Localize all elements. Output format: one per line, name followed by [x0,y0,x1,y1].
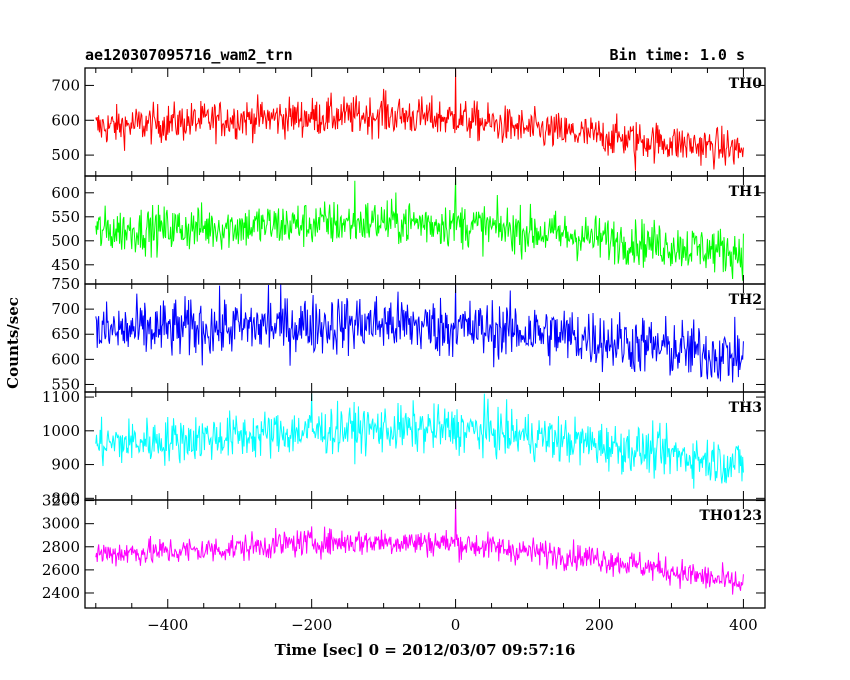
x-axis-label: Time [sec] 0 = 2012/03/07 09:57:16 [275,641,576,659]
y-tick-label: 550 [51,208,80,226]
chart-title-left: ae120307095716_wam2_trn [85,46,293,64]
series-line-th0123 [95,500,744,595]
y-axis-label: Counts/sec [4,297,22,389]
panel-label-th3: TH3 [729,400,762,416]
x-tick-label: 200 [585,616,614,634]
y-tick-label: 1100 [42,388,80,406]
y-tick-label: 750 [51,275,80,293]
panel-frame [84,499,766,609]
y-tick-label: 600 [51,350,80,368]
y-tick-label: 2600 [42,561,80,579]
y-tick-label: 2800 [42,538,80,556]
x-tick-label: 0 [451,616,461,634]
panel-th2: 550 600 650 700 750 TH2 [51,275,766,393]
panel-th0123: 2400 2600 2800 3000 3200 TH0123 [42,492,766,609]
y-tick-label: 700 [51,300,80,318]
y-tick-label: 2400 [42,584,80,602]
chart-title-right: Bin time: 1.0 s [610,46,745,64]
y-tick-label: 650 [51,325,80,343]
y-tick-label: 450 [51,256,80,274]
y-tick-label: 700 [51,76,80,94]
panel-label-th0: TH0 [729,76,763,92]
y-tick-label: 1000 [42,422,80,440]
y-tick-label: 900 [51,456,80,474]
panel-th0: 500 600 700 TH0 [51,67,766,177]
panel-th1: 450 500 550 600 TH1 [51,175,766,285]
series-line-th2 [95,284,744,383]
series-line-th0 [95,69,744,171]
x-tick-label: 400 [729,616,758,634]
panel-th3: 800 900 1000 1100 TH3 [42,388,766,507]
series-line-th1 [95,178,744,281]
y-tick-label: 3000 [42,515,80,533]
series-line-th3 [95,393,744,489]
panel-label-th1: TH1 [729,184,762,200]
panel-label-th2: TH2 [729,292,762,308]
x-tick-label: −200 [291,616,332,634]
y-tick-label: 550 [51,375,80,393]
y-tick-label: 500 [51,146,80,164]
y-tick-label: 600 [51,111,80,129]
panel-label-th0123: TH0123 [699,508,762,524]
y-tick-label: 3200 [42,492,80,510]
y-tick-label: 800 [51,489,80,507]
x-tick-label: −400 [147,616,188,634]
y-tick-label: 600 [51,184,80,202]
panels-group: 500 600 700 TH0 450 500 550 600 TH1 550 600 650 700 7… [42,67,766,634]
y-tick-label: 500 [51,232,80,250]
